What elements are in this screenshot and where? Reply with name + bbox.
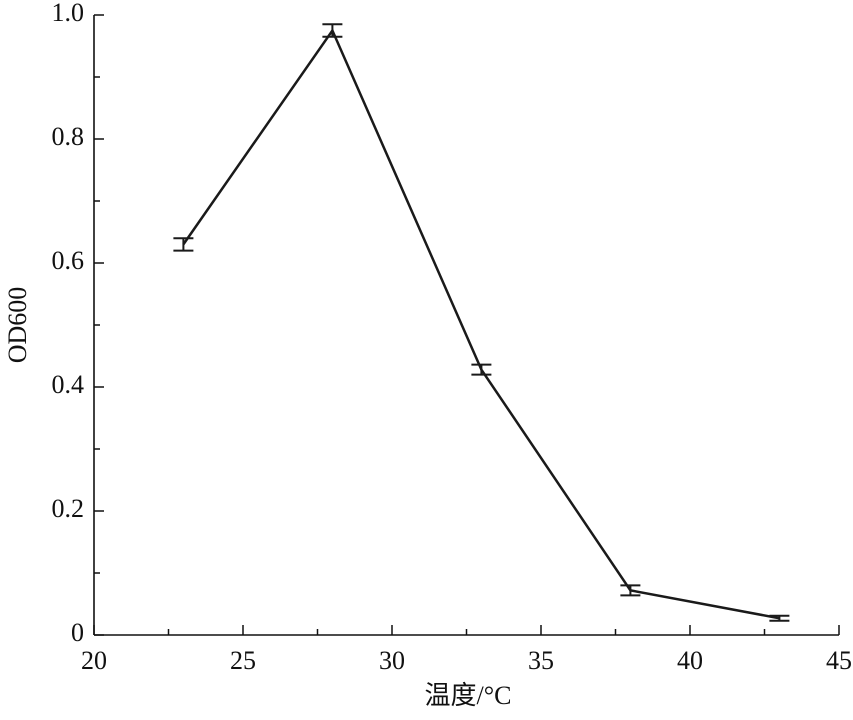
data-line	[182, 27, 780, 620]
x-tick-label: 25	[230, 646, 256, 675]
error-bar	[173, 237, 194, 252]
error-bar	[322, 23, 343, 38]
x-tick-label: 35	[528, 646, 554, 675]
x-tick-label: 45	[826, 646, 852, 675]
y-tick-label: 0.2	[52, 494, 85, 523]
error-bar	[769, 614, 790, 622]
y-tick-label: 0.6	[52, 246, 85, 275]
y-tick-label: 0	[71, 618, 84, 647]
error-bar	[620, 584, 641, 597]
x-tick-label: 30	[379, 646, 405, 675]
y-axis-label: OD600	[3, 287, 32, 364]
x-tick-label: 40	[677, 646, 703, 675]
y-tick-label: 0.4	[52, 370, 85, 399]
x-axis-label: 温度/°C	[425, 681, 512, 710]
y-tick-label: 1.0	[52, 0, 85, 27]
x-tick-label: 20	[81, 646, 107, 675]
error-bar	[471, 363, 492, 376]
y-tick-label: 0.8	[52, 122, 85, 151]
